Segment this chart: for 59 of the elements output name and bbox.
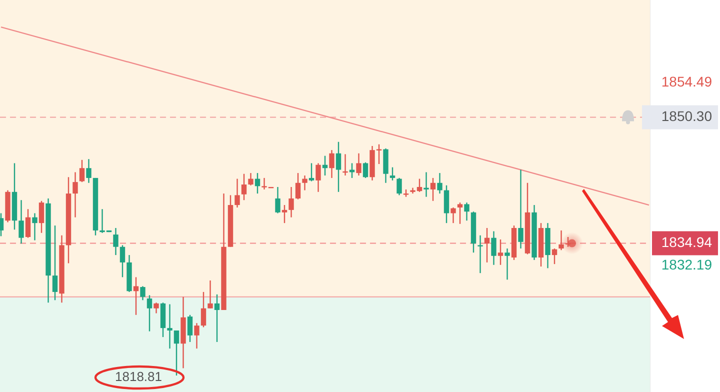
ref-line-label: 1850.30 (661, 108, 712, 124)
candlestick (282, 204, 288, 224)
candlestick (457, 202, 463, 224)
candlestick (390, 166, 396, 182)
annotation: 1818.81 (115, 368, 162, 384)
candlestick (52, 224, 58, 301)
candlestick (308, 162, 314, 182)
candlestick (430, 177, 436, 202)
candlestick (329, 149, 334, 179)
candlestick (484, 227, 490, 264)
candlestick (133, 276, 139, 316)
candlestick (167, 304, 172, 350)
candlestick (248, 172, 254, 186)
candlestick (464, 202, 470, 222)
candlestick (424, 172, 429, 198)
candlestick (208, 280, 213, 309)
candlestick (362, 162, 368, 179)
candlestick (396, 177, 402, 196)
candlestick (316, 162, 321, 192)
candlestick (79, 159, 85, 183)
candlestick (174, 330, 180, 376)
candlestick (194, 322, 200, 350)
candlestick (32, 212, 38, 241)
candlestick (18, 200, 24, 244)
candlestick (113, 227, 118, 256)
candlestick (498, 238, 504, 266)
candlestick (565, 236, 571, 248)
candlestick (154, 302, 159, 314)
candlestick (518, 169, 524, 250)
candlestick (336, 141, 342, 192)
candlestick (200, 291, 206, 328)
candlestick (302, 174, 308, 191)
candlestick (552, 248, 558, 265)
candlestick (120, 244, 126, 278)
candlestick (187, 314, 193, 343)
candlestick (25, 208, 31, 238)
candlestick (444, 184, 450, 224)
candlestick (254, 172, 260, 194)
ref-line-label: 1834.94 (661, 234, 712, 250)
y-tick-label: 1854.49 (661, 74, 712, 90)
candlestick (140, 286, 146, 301)
candlestick (450, 206, 456, 224)
candlestick (558, 230, 564, 251)
candlestick (234, 178, 240, 208)
candlestick (146, 294, 152, 332)
candlestick (504, 248, 510, 280)
candlestick (241, 173, 247, 201)
candlestick (288, 186, 294, 218)
candlestick (356, 152, 362, 176)
candlestick (275, 186, 280, 214)
candlestick (491, 230, 496, 266)
candlestick (86, 158, 92, 184)
candlestick (214, 294, 220, 343)
candlestick (478, 234, 483, 274)
candlestick (72, 172, 78, 218)
y-tick-label: 1832.19 (661, 256, 712, 272)
candlestick (437, 172, 442, 194)
candlestick (38, 200, 44, 234)
candlestick (295, 172, 301, 200)
